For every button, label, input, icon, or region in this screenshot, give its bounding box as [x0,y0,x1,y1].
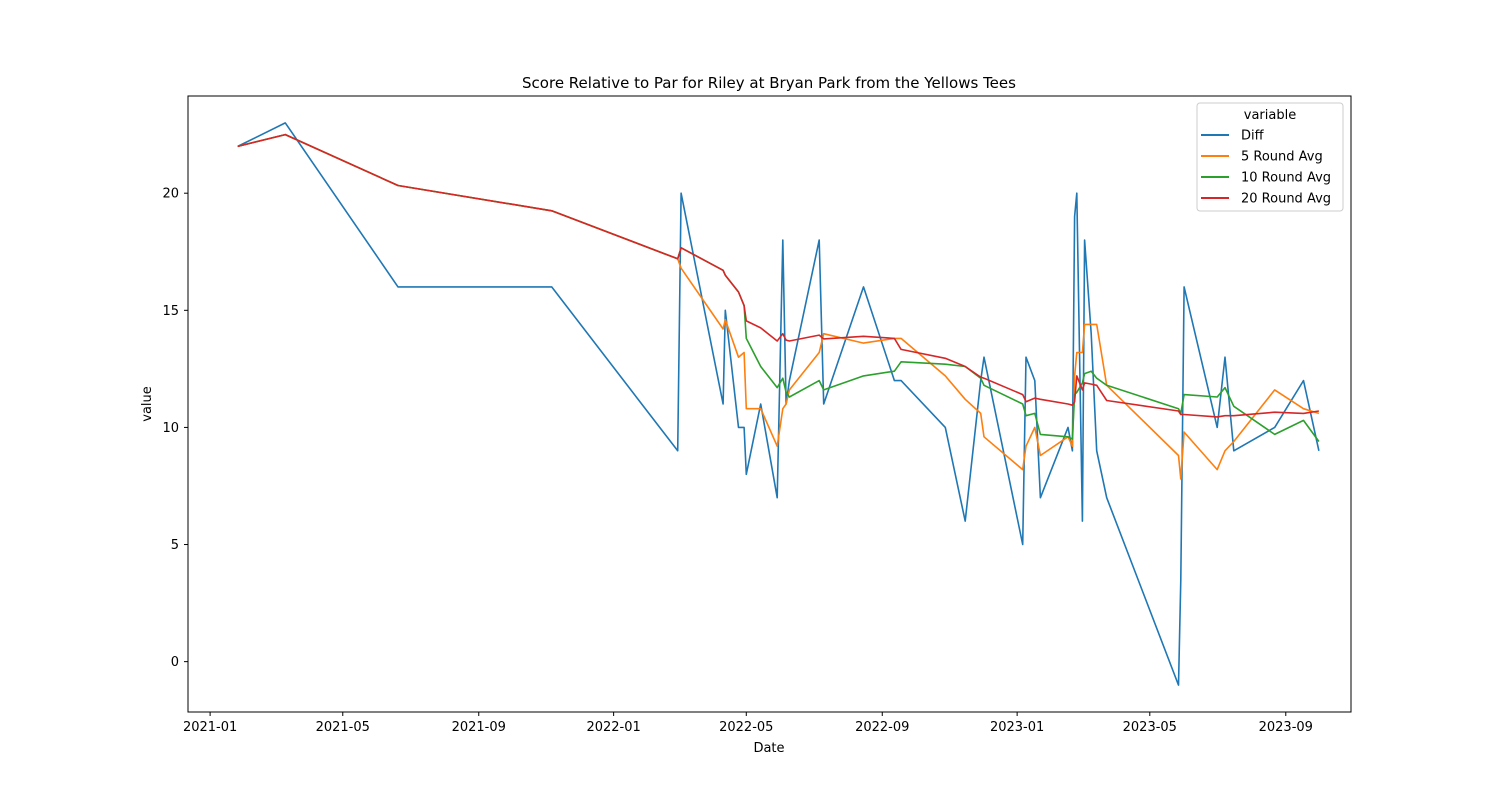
x-tick-label: 2022-01 [586,720,640,735]
legend-title: variable [1244,108,1296,123]
x-tick-label: 2023-05 [1123,720,1177,735]
legend-label: 10 Round Avg [1241,171,1331,186]
plot-lines [237,122,1320,686]
y-tick-label: 20 [162,187,179,202]
legend: variable Diff 5 Round Avg 10 Round Avg 20 R… [1196,102,1344,212]
series-line-0 [237,122,1320,686]
y-tick-label: 5 [171,538,179,553]
x-axis-label: Date [753,741,784,756]
series-line-2 [237,133,1320,442]
y-tick-label: 10 [162,421,179,436]
y-tick-label: 0 [171,655,179,670]
x-tick-label: 2022-05 [719,720,773,735]
series-line-3 [237,133,1320,418]
x-tick-label: 2021-05 [316,720,370,735]
y-axis-label: value [140,386,155,422]
x-tick-label: 2022-09 [855,720,909,735]
y-tick-label: 15 [162,304,179,319]
y-axis: 0 5 10 15 20 [162,187,188,670]
x-axis: 2021-01 2021-05 2021-09 2022-01 2022-05 2022-… [183,712,1313,735]
legend-label: Diff [1241,129,1265,144]
plot-frame [187,95,1352,713]
chart-title: Score Relative to Par for Riley at Bryan… [522,74,1016,92]
legend-label: 5 Round Avg [1241,150,1323,165]
legend-label: 20 Round Avg [1241,192,1331,207]
x-tick-label: 2023-01 [990,720,1044,735]
x-tick-label: 2021-01 [183,720,237,735]
x-tick-label: 2021-09 [452,720,506,735]
x-tick-label: 2023-09 [1259,720,1313,735]
series-line-1 [237,133,1320,480]
legend-box [1196,102,1344,212]
